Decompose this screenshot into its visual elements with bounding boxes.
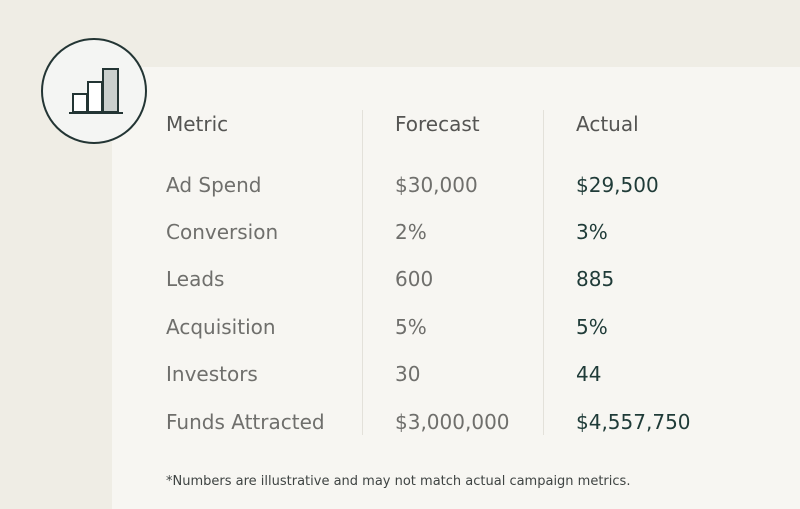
row-metric: Acquisition [166,315,276,339]
row-forecast: $3,000,000 [395,410,510,434]
column-divider-2 [543,110,544,435]
row-actual: 3% [576,220,608,244]
header-actual: Actual [576,112,639,136]
row-forecast: 30 [395,362,421,386]
row-forecast: 2% [395,220,427,244]
row-metric: Leads [166,267,225,291]
header-forecast: Forecast [395,112,480,136]
row-actual: 44 [576,362,602,386]
row-actual: $4,557,750 [576,410,691,434]
column-divider-1 [362,110,363,435]
row-forecast: 5% [395,315,427,339]
chart-badge [41,38,147,144]
row-metric: Investors [166,362,258,386]
row-forecast: $30,000 [395,173,478,197]
row-metric: Funds Attracted [166,410,325,434]
row-actual: 885 [576,267,615,291]
metrics-card [112,67,800,509]
header-metric: Metric [166,112,229,136]
footnote: *Numbers are illustrative and may not ma… [166,474,631,489]
bar-chart-icon [69,68,123,114]
row-forecast: 600 [395,267,434,291]
row-metric: Conversion [166,220,279,244]
row-actual: $29,500 [576,173,659,197]
row-actual: 5% [576,315,608,339]
row-metric: Ad Spend [166,173,262,197]
